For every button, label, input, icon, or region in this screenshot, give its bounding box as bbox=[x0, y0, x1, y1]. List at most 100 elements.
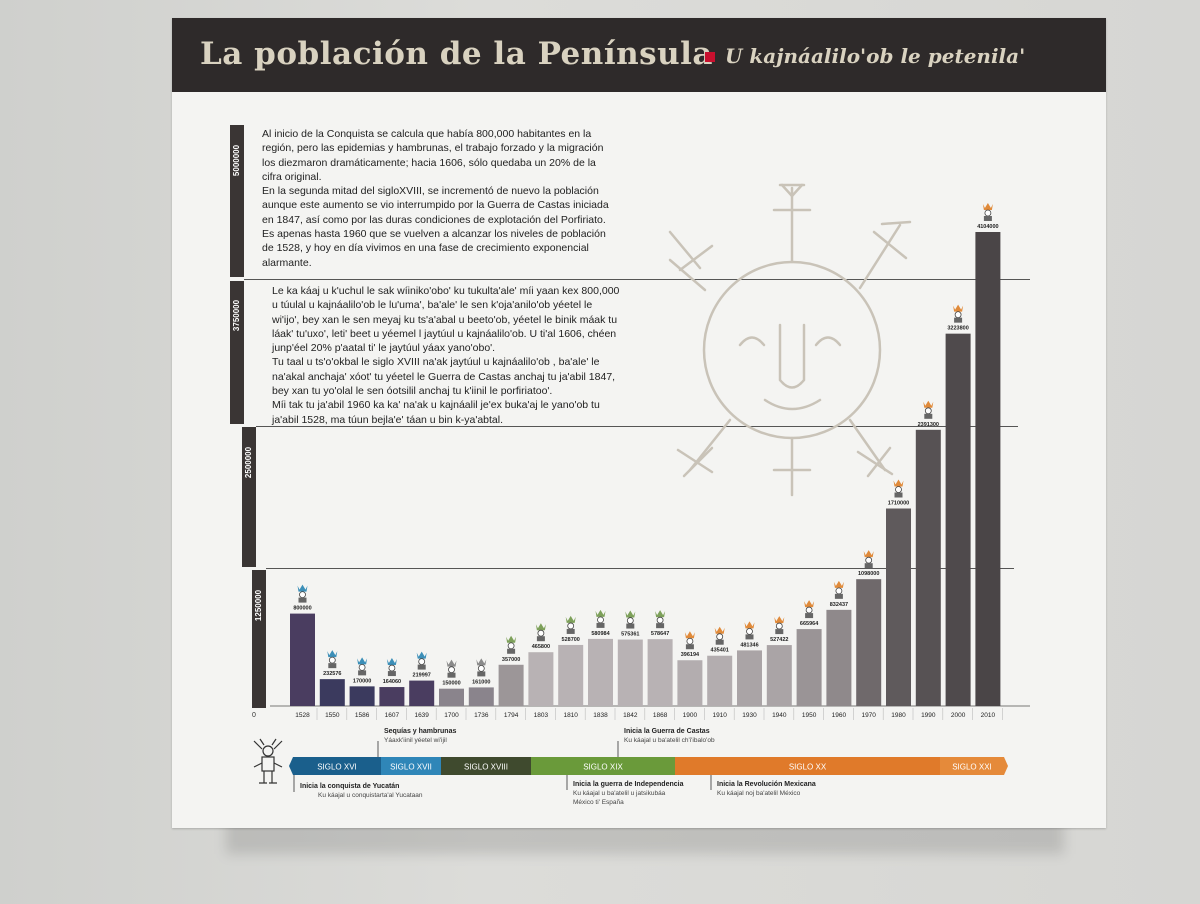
x-tick-label: 1980 bbox=[891, 712, 906, 719]
crowned-figure-icon bbox=[833, 580, 844, 599]
bar bbox=[617, 639, 643, 706]
crowned-figure-icon bbox=[506, 635, 517, 654]
x-tick-label: 1900 bbox=[683, 712, 698, 719]
crowned-figure-icon bbox=[923, 400, 934, 419]
bar bbox=[290, 613, 315, 706]
y-zero-label: 0 bbox=[252, 712, 256, 719]
paragraph-maya: Le ka káaj u k'uchul le sak wíiniko'obo'… bbox=[272, 284, 652, 427]
bar-value-label: 161000 bbox=[472, 679, 490, 685]
paragraph-line: Tu taal u ts'o'okbal le siglo XVIII na'a… bbox=[272, 356, 600, 369]
bar bbox=[826, 609, 852, 706]
paragraph-line: En la segunda mitad del sigloXVIII, se i… bbox=[262, 185, 599, 198]
timeline-event: Inicia la guerra de Independencia Ku káaj… bbox=[566, 775, 684, 806]
x-tick-label: 1607 bbox=[385, 712, 400, 719]
crowned-figure-icon bbox=[863, 550, 874, 569]
bar bbox=[647, 639, 673, 706]
timeline-event: Inicia la Revolución Mexicana Ku káajal n… bbox=[710, 775, 816, 797]
event-subtitle: Ku káajal u ba'atelil u jatsikubáa bbox=[573, 790, 666, 797]
bar-value-label: 435401 bbox=[711, 648, 729, 654]
x-tick-label: 1838 bbox=[593, 712, 608, 719]
bar-value-label: 396194 bbox=[681, 652, 700, 658]
event-subtitle: Ku káajal u ba'atelil ch'i'ibalo'ob bbox=[624, 737, 715, 744]
bar bbox=[975, 232, 1001, 706]
bar-value-label: 219997 bbox=[413, 673, 431, 679]
bar bbox=[528, 652, 554, 706]
x-tick-label: 1550 bbox=[325, 712, 340, 719]
x-tick-label: 1700 bbox=[444, 712, 459, 719]
bar-value-label: 170000 bbox=[353, 678, 371, 684]
bar bbox=[677, 660, 703, 706]
title-banner: La población de la Península U kajnáalil… bbox=[172, 18, 1106, 92]
x-tick-label: 1990 bbox=[921, 712, 936, 719]
x-tick-label: 1910 bbox=[712, 712, 727, 719]
bar-value-label: 232576 bbox=[323, 671, 341, 677]
paragraph-line: alarmante. bbox=[262, 256, 312, 269]
crowned-figure-icon bbox=[893, 479, 904, 498]
bar-value-label: 528700 bbox=[562, 637, 580, 643]
gridline bbox=[244, 279, 1030, 280]
bar-value-label: 1710000 bbox=[888, 501, 909, 507]
y-axis-band-3 bbox=[242, 427, 256, 567]
event-title: Inicia la conquista de Yucatán bbox=[300, 783, 399, 790]
century-segment: SIGLO XX bbox=[675, 757, 940, 775]
crowned-figure-icon bbox=[535, 623, 546, 642]
timeline-start-cap bbox=[289, 757, 293, 775]
x-tick-label: 2000 bbox=[951, 712, 966, 719]
paragraph-line: Es apenas hasta 1960 que se vuelven a al… bbox=[262, 228, 606, 241]
maya-figure-icon bbox=[253, 738, 283, 784]
paragraph-line: Al inicio de la Conquista se calcula que… bbox=[262, 128, 592, 140]
crowned-figure-icon bbox=[655, 610, 666, 629]
bar bbox=[379, 687, 405, 706]
bar-value-label: 527422 bbox=[770, 637, 788, 643]
x-tick-label: 1940 bbox=[772, 712, 787, 719]
paragraph-line: bey xan tu yo'olal le sen óotsilil ancha… bbox=[272, 385, 553, 398]
paragraph-line: ja'abil 1528, ma túun bejla'e' táan u bi… bbox=[272, 413, 504, 426]
event-subtitle: Ku káajal noj ba'atelil México bbox=[717, 790, 801, 797]
bar-value-label: 2391300 bbox=[918, 422, 939, 428]
bar bbox=[856, 579, 882, 706]
bar bbox=[349, 686, 375, 706]
century-segment: SIGLO XVIII bbox=[441, 757, 531, 775]
page-subtitle: U kajnáalilo'ob le petenila' bbox=[725, 44, 1026, 68]
x-tick-label: 1803 bbox=[534, 712, 549, 719]
crowned-figure-icon bbox=[565, 615, 576, 634]
crowned-figure-icon bbox=[804, 600, 815, 619]
bar-value-label: 665964 bbox=[800, 621, 819, 627]
x-tick-label: 1970 bbox=[861, 712, 876, 719]
x-tick-label: 1794 bbox=[504, 712, 519, 719]
bar-value-label: 164060 bbox=[383, 679, 401, 685]
event-title: Inicia la guerra de Independencia bbox=[573, 781, 684, 788]
crowned-figure-icon bbox=[953, 304, 964, 323]
bar-value-label: 575361 bbox=[621, 632, 639, 638]
gridline bbox=[256, 426, 1018, 427]
paragraph-line: u túulal u kajnáalilo'ob le lu'uma', ba'… bbox=[272, 299, 593, 312]
paragraph-line: en 1847, así como por las duras condicio… bbox=[262, 213, 606, 226]
x-tick-label: 1810 bbox=[563, 712, 578, 719]
bar-value-label: 357000 bbox=[502, 657, 520, 663]
paragraph-line: junp'éel 20% p'aatal ti' le jaytúul yáax… bbox=[272, 342, 496, 355]
bar bbox=[945, 333, 971, 706]
bar-value-label: 800000 bbox=[293, 606, 311, 612]
bar bbox=[439, 688, 464, 706]
timeline-event: Sequías y hambrunas Yáaxk'iinil yéetel wi… bbox=[377, 728, 456, 757]
crowned-figure-icon bbox=[297, 584, 308, 603]
timeline-end-cap bbox=[1004, 757, 1008, 775]
bar-value-label: 150000 bbox=[442, 681, 460, 687]
bar bbox=[558, 644, 584, 706]
bar bbox=[766, 645, 792, 706]
title-separator-square bbox=[705, 52, 715, 62]
crowned-figure-icon bbox=[476, 658, 487, 677]
paragraph-line: láak' tu'uxo', leti' beet u yéemel l jay… bbox=[272, 327, 617, 340]
bar bbox=[409, 680, 435, 706]
event-title: Sequías y hambrunas bbox=[384, 728, 456, 735]
x-tick-label: 2010 bbox=[981, 712, 996, 719]
page-title: La población de la Península bbox=[200, 36, 713, 72]
bar-value-label: 465800 bbox=[532, 644, 550, 650]
bar-value-label: 832437 bbox=[830, 602, 848, 608]
crowned-figure-icon bbox=[625, 610, 636, 629]
century-segment: SIGLO XVI bbox=[293, 757, 381, 775]
bar bbox=[588, 638, 613, 706]
timeline-event: Inicia la conquista de Yucatán Ku káajal … bbox=[293, 775, 423, 799]
paragraph-line: na'akal anchaja' xóot' tu yéetel le Guer… bbox=[272, 370, 616, 383]
